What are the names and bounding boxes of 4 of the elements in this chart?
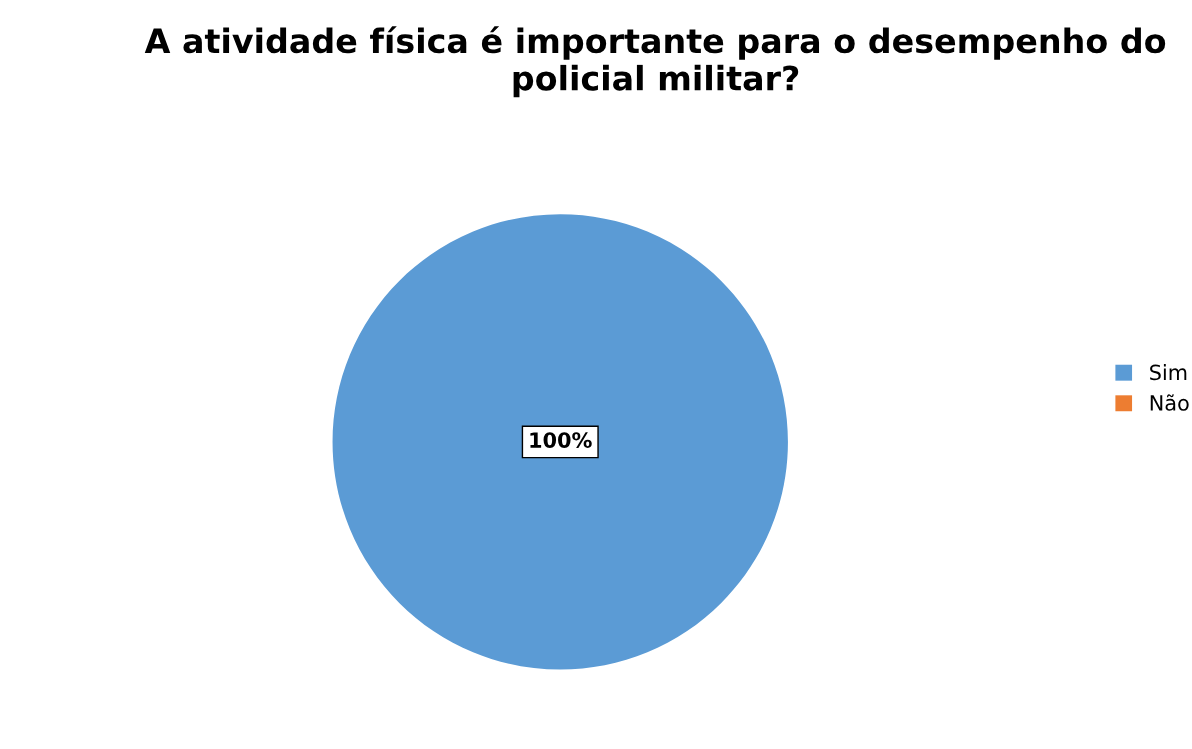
legend-label: Não	[1150, 394, 1189, 411]
legend-label: Sim	[1150, 364, 1187, 381]
chart-title: A atividade física é importante para o desempenho do policial militar?	[144, 26, 1166, 98]
data-label: 100%	[530, 432, 592, 448]
